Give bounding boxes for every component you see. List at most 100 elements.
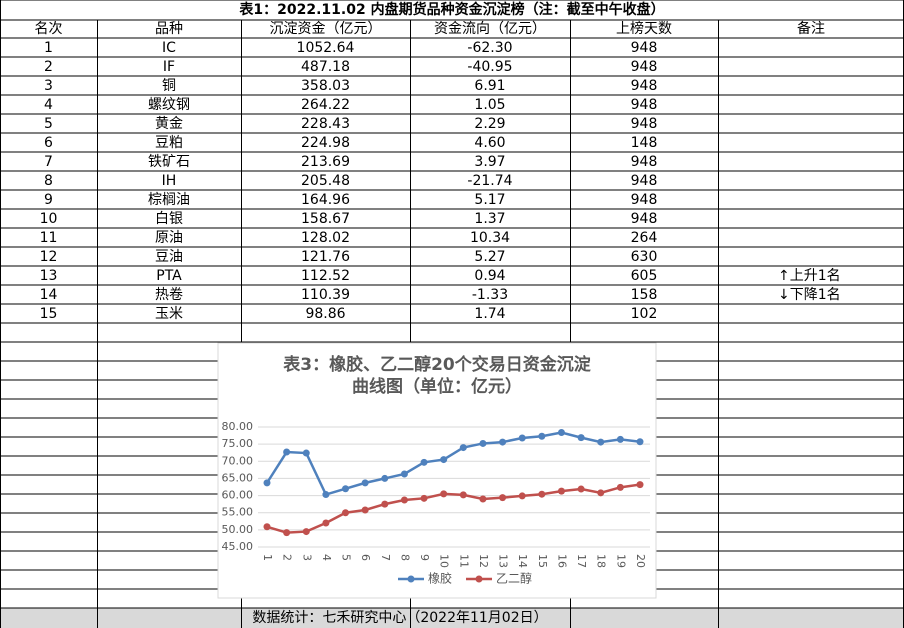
data-point <box>361 506 369 514</box>
data-point <box>577 485 585 493</box>
table-cell: 7 <box>44 154 53 170</box>
data-point <box>557 487 565 495</box>
footer-row <box>0 608 904 628</box>
x-tick-label: 6 <box>359 554 372 561</box>
table-cell: 948 <box>631 211 658 227</box>
table-cell: 10 <box>40 211 58 227</box>
table-cell: 热卷 <box>155 287 183 303</box>
table-cell: 棕榈油 <box>148 192 190 208</box>
chart-title: 表3：橡胶、乙二醇20个交易日资金沉淀 <box>283 354 591 375</box>
x-tick-label: 13 <box>497 554 510 568</box>
data-point <box>459 491 467 499</box>
data-point <box>361 479 369 487</box>
table-cell: 205.48 <box>301 173 350 189</box>
data-point <box>557 428 565 436</box>
data-point <box>302 528 310 536</box>
data-point <box>283 448 291 456</box>
data-point <box>499 438 507 446</box>
y-tick-label: 60.00 <box>222 489 254 502</box>
table-cell: -21.74 <box>467 173 512 189</box>
table-cell: 5.17 <box>474 192 505 208</box>
data-point <box>342 509 350 517</box>
table-cell: 豆粕 <box>155 135 183 151</box>
table-cell: 10.34 <box>470 230 510 246</box>
x-tick-label: 2 <box>281 554 294 561</box>
remark: ↓下降1名 <box>778 287 841 303</box>
x-tick-label: 8 <box>398 554 411 561</box>
table-cell: 0.94 <box>474 268 505 284</box>
table-cell: 358.03 <box>301 78 350 94</box>
y-tick-label: 45.00 <box>222 540 254 553</box>
x-tick-label: 11 <box>457 554 470 568</box>
table-cell: 4.60 <box>474 135 505 151</box>
x-tick-label: 5 <box>340 554 353 561</box>
x-tick-label: 16 <box>555 554 568 568</box>
table-cell: 玉米 <box>155 306 183 322</box>
table-cell: 121.76 <box>301 249 350 265</box>
legend-label: 橡胶 <box>428 571 452 586</box>
data-point <box>440 490 448 498</box>
x-tick-label: 20 <box>634 554 647 568</box>
x-tick-label: 10 <box>438 554 451 568</box>
table-cell: 98.86 <box>305 306 345 322</box>
table-cell: 15 <box>40 306 58 322</box>
y-tick-label: 75.00 <box>222 437 254 450</box>
table-cell: 948 <box>631 59 658 75</box>
table-cell: -1.33 <box>472 287 508 303</box>
table-cell: -40.95 <box>467 59 512 75</box>
y-tick-label: 65.00 <box>222 471 254 484</box>
footer: 数据统计：七禾研究中心（2022年11月02日） <box>252 610 547 626</box>
table-cell: 3.97 <box>474 154 505 170</box>
table-cell: 630 <box>631 249 658 265</box>
table-cell: IC <box>162 40 176 56</box>
table-cell: 原油 <box>155 230 183 246</box>
table-cell: -62.30 <box>467 40 512 56</box>
table-cell: 102 <box>631 306 658 322</box>
data-point <box>538 490 546 498</box>
column-header: 品种 <box>155 21 183 37</box>
table-cell: 4 <box>44 97 53 113</box>
table-cell: 1.74 <box>474 306 505 322</box>
table-cell: 110.39 <box>301 287 350 303</box>
column-header: 名次 <box>35 21 63 37</box>
table-cell: 158 <box>631 287 658 303</box>
table-cell: 228.43 <box>301 116 350 132</box>
table-cell: 948 <box>631 192 658 208</box>
data-point <box>577 434 585 442</box>
data-point <box>538 432 546 440</box>
data-point <box>440 456 448 464</box>
column-header: 上榜天数 <box>616 20 672 37</box>
table-cell: 1 <box>44 40 53 56</box>
x-tick-label: 4 <box>320 554 333 561</box>
table-cell: 948 <box>631 154 658 170</box>
data-point <box>381 500 389 508</box>
y-tick-label: 80.00 <box>222 420 254 433</box>
table-cell: 605 <box>631 268 658 284</box>
table-cell: 1.05 <box>474 97 505 113</box>
data-point <box>636 481 644 489</box>
x-tick-label: 3 <box>300 554 313 561</box>
table-cell: IH <box>162 173 177 189</box>
data-point <box>263 479 271 487</box>
data-point <box>616 435 624 443</box>
x-tick-label: 18 <box>595 554 608 568</box>
data-point <box>322 491 330 499</box>
data-point <box>459 444 467 452</box>
data-point <box>322 519 330 527</box>
table-cell: 164.96 <box>301 192 350 208</box>
table-cell: 948 <box>631 97 658 113</box>
data-point <box>518 492 526 500</box>
legend-marker <box>475 575 483 583</box>
column-header: 沉淀资金（亿元） <box>270 21 382 37</box>
table-cell: 豆油 <box>155 249 183 265</box>
table-cell: 3 <box>44 78 53 94</box>
table-cell: 1052.64 <box>297 40 355 56</box>
table-cell: 铜 <box>162 78 176 94</box>
table-cell: 2.29 <box>474 116 505 132</box>
data-point <box>283 529 291 537</box>
table-cell: 6 <box>44 135 53 151</box>
table-cell: 264 <box>631 230 658 246</box>
table-cell: 14 <box>40 287 58 303</box>
table-cell: 948 <box>631 78 658 94</box>
